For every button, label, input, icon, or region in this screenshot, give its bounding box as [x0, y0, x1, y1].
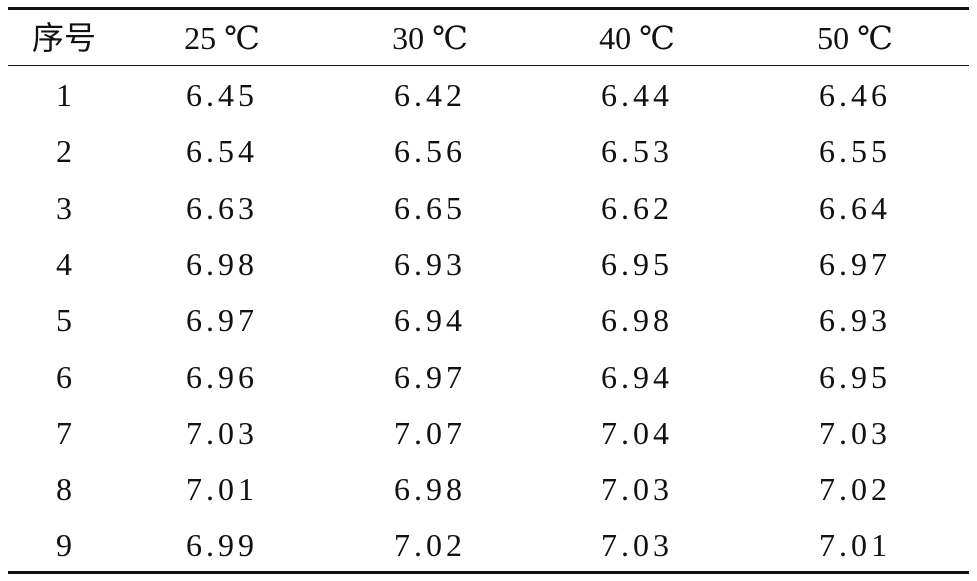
value-cell: 6.95 [601, 245, 673, 282]
value-cell: 6.98 [394, 471, 466, 508]
value-cell: 6.46 [819, 77, 891, 113]
value-cell: 6.62 [601, 189, 673, 226]
value-cell: 7.02 [394, 527, 466, 564]
value-cell: 6.55 [819, 133, 891, 170]
value-cell: 6.97 [186, 302, 258, 339]
value-cell: 6.96 [186, 358, 258, 395]
row-index: 5 [56, 302, 72, 339]
value-cell: 7.07 [394, 414, 466, 451]
value-cell: 6.98 [186, 245, 258, 282]
header-cell: 序号 [31, 20, 96, 56]
row-index: 4 [56, 245, 72, 282]
value-cell: 6.54 [186, 133, 258, 170]
value-cell: 7.02 [819, 471, 891, 508]
value-cell: 7.03 [601, 471, 673, 508]
value-cell: 6.44 [601, 77, 673, 113]
row-index: 7 [56, 414, 72, 451]
value-cell: 7.01 [819, 527, 891, 564]
value-cell: 6.95 [819, 358, 891, 395]
row-index: 8 [56, 471, 72, 508]
row-index: 9 [56, 527, 72, 564]
row-index: 3 [56, 189, 72, 226]
header-cell: 50 ℃ [817, 20, 893, 56]
header-cell: 25 ℃ [184, 20, 260, 56]
value-cell: 6.42 [394, 77, 466, 113]
bottom-rule [8, 571, 969, 574]
value-cell: 6.97 [819, 245, 891, 282]
value-cell: 6.65 [394, 189, 466, 226]
row-index: 2 [56, 133, 72, 170]
value-cell: 6.94 [394, 302, 466, 339]
top-rule [8, 7, 969, 10]
value-cell: 7.04 [601, 414, 673, 451]
value-cell: 6.98 [601, 302, 673, 339]
value-cell: 7.01 [186, 471, 258, 508]
value-cell: 6.53 [601, 133, 673, 170]
row-index: 6 [56, 358, 72, 395]
value-cell: 6.99 [186, 527, 258, 564]
value-cell: 6.94 [601, 358, 673, 395]
value-cell: 6.45 [186, 77, 258, 113]
value-cell: 6.64 [819, 189, 891, 226]
value-cell: 6.56 [394, 133, 466, 170]
value-cell: 6.93 [819, 302, 891, 339]
value-cell: 6.93 [394, 245, 466, 282]
header-rule [8, 65, 969, 66]
value-cell: 7.03 [601, 527, 673, 564]
value-cell: 7.03 [186, 414, 258, 451]
value-cell: 7.03 [819, 414, 891, 451]
header-cell: 40 ℃ [599, 20, 675, 56]
value-cell: 6.63 [186, 189, 258, 226]
header-cell: 30 ℃ [392, 20, 468, 56]
row-index: 1 [56, 77, 72, 113]
value-cell: 6.97 [394, 358, 466, 395]
